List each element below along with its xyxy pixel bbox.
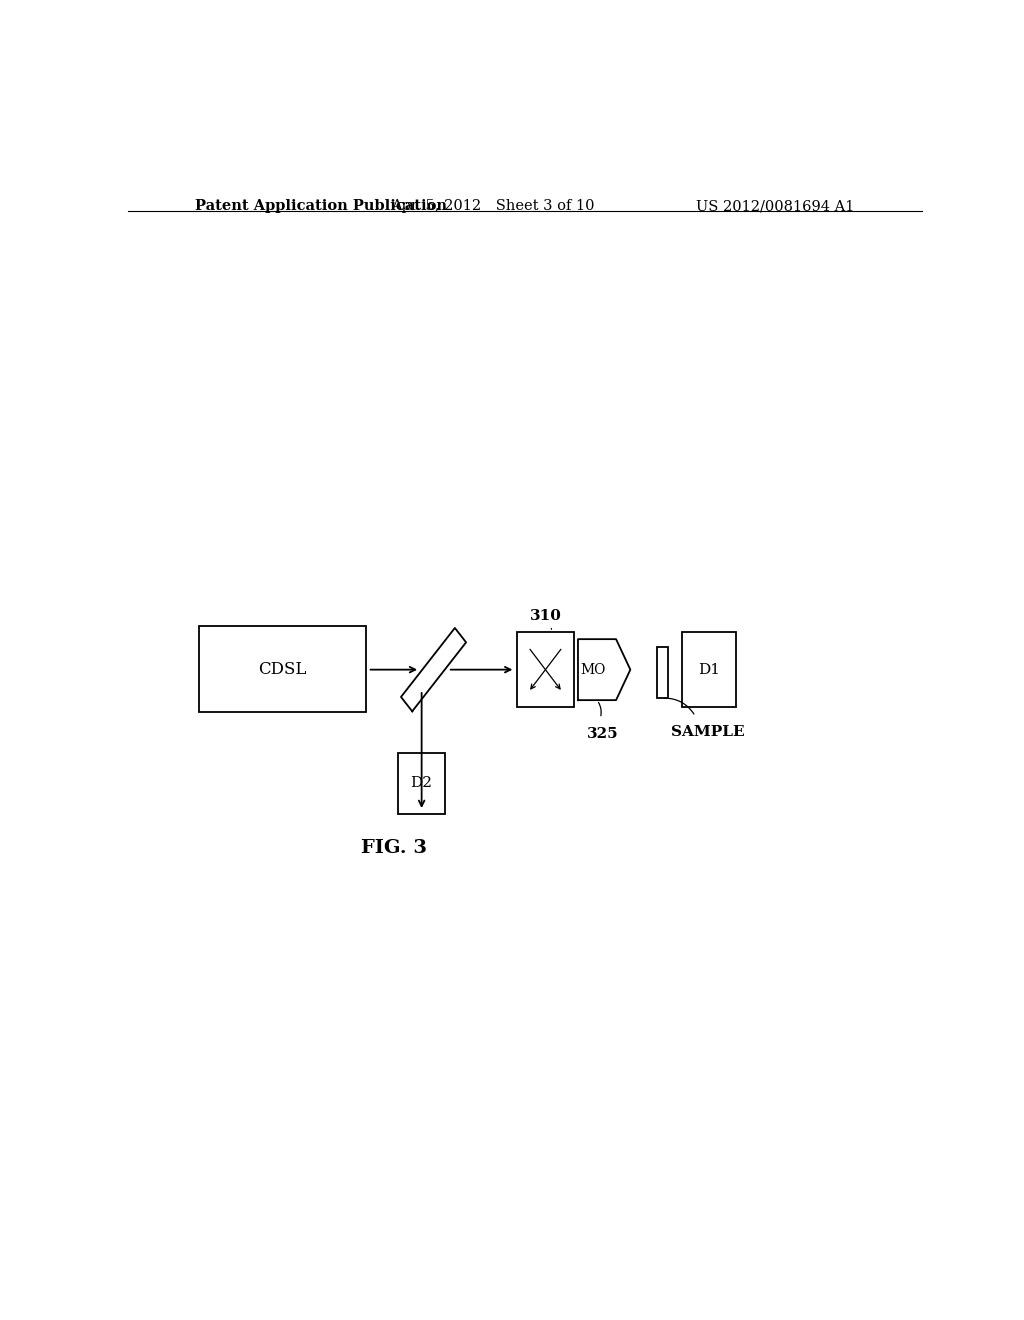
Text: Apr. 5, 2012 Sheet 3 of 10: Apr. 5, 2012 Sheet 3 of 10 bbox=[391, 199, 595, 213]
Bar bbox=[682, 632, 736, 708]
Bar bbox=[200, 626, 367, 713]
Text: SAMPLE: SAMPLE bbox=[671, 725, 744, 738]
Text: D1: D1 bbox=[698, 663, 720, 677]
Text: Patent Application Publication: Patent Application Publication bbox=[196, 199, 447, 213]
Bar bbox=[517, 632, 574, 708]
Bar bbox=[397, 752, 445, 814]
Text: D2: D2 bbox=[411, 776, 432, 791]
Text: US 2012/0081694 A1: US 2012/0081694 A1 bbox=[695, 199, 854, 213]
Text: FIG. 3: FIG. 3 bbox=[360, 838, 427, 857]
Text: CDSL: CDSL bbox=[259, 660, 307, 677]
Bar bbox=[656, 647, 668, 698]
Text: MO: MO bbox=[581, 663, 606, 677]
Text: 310: 310 bbox=[530, 609, 562, 623]
Polygon shape bbox=[401, 628, 466, 711]
Polygon shape bbox=[578, 639, 631, 700]
Text: 325: 325 bbox=[587, 726, 618, 741]
